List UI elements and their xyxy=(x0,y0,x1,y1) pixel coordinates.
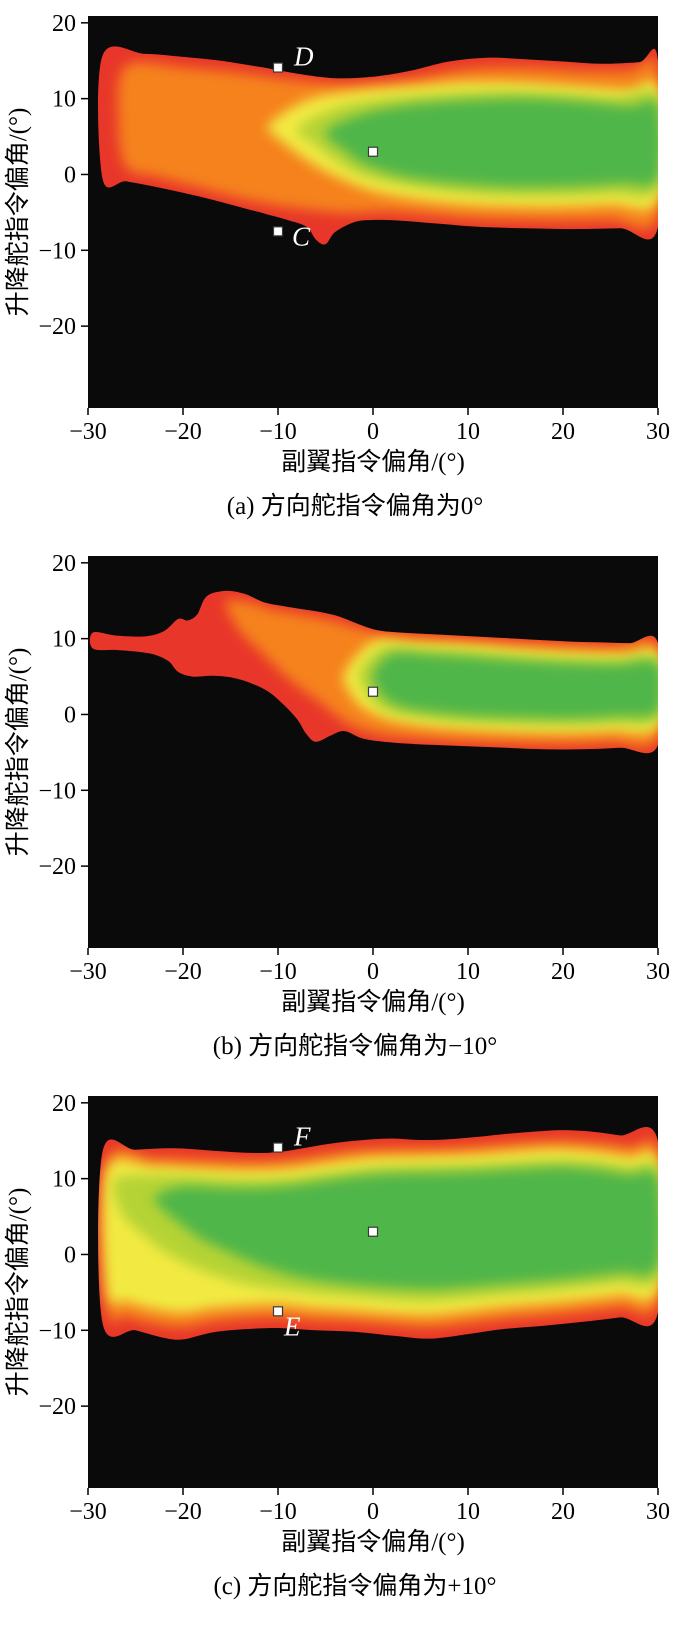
y-tick-label: −20 xyxy=(38,854,76,880)
region-green xyxy=(371,652,658,719)
data-marker xyxy=(367,146,379,157)
y-tick-label: 10 xyxy=(52,87,76,113)
x-axis-label: 副翼指令偏角/(°) xyxy=(281,448,465,476)
plot-c: FE−30 −20 −10 0 10 20 30−20−1001020副翼指令偏角/(°)升… xyxy=(4,1091,670,1556)
x-tick-label: −20 xyxy=(164,959,202,985)
data-marker xyxy=(272,1306,284,1317)
region-green xyxy=(325,98,658,188)
panel-b: −30 −20 −10 0 10 20 30 −20 −10 0 10 20 副翼指令偏角/(°) 升降舵… xyxy=(0,548,700,1062)
region-green xyxy=(153,1167,658,1290)
y-axis-label: 升降舵指令偏角/(°) xyxy=(4,648,32,857)
marker-label: E xyxy=(283,1311,301,1341)
markers-a: DC xyxy=(272,42,379,251)
marker-label: F xyxy=(293,1122,311,1152)
y-tick-label: 20 xyxy=(52,551,76,577)
x-tick-label: 20 xyxy=(551,419,575,445)
y-tick-label: −10 xyxy=(38,778,76,804)
panel-a: D C −30 −20 −10 0 10 20 30 −20 −10 0 10 20 副翼指令偏角/(°) 升… xyxy=(0,8,700,522)
data-marker xyxy=(272,226,284,237)
x-tick-label: 30 xyxy=(646,959,670,985)
x-tick-label: 0 xyxy=(367,419,379,445)
y-tick-label: 10 xyxy=(52,1167,76,1193)
x-tick-label: 20 xyxy=(551,959,575,985)
plot-area-b xyxy=(88,556,658,948)
data-marker xyxy=(272,1142,284,1153)
x-tick-label: −10 xyxy=(259,419,297,445)
y-tick-label: 10 xyxy=(52,627,76,653)
axes-b: −30 −20 −10 0 10 20 30 −20 −10 0 10 20 副翼指令偏角/(°) 升降舵… xyxy=(4,551,670,1016)
x-tick-label: −10 xyxy=(259,959,297,985)
y-tick-label: 0 xyxy=(64,702,76,728)
x-tick-label: 30 xyxy=(646,1499,670,1525)
figure-stack: D C −30 −20 −10 0 10 20 30 −20 −10 0 10 20 副翼指令偏角/(°) 升… xyxy=(0,8,700,1602)
plot-area-a xyxy=(88,16,658,408)
x-axis-label: 副翼指令偏角/(°) xyxy=(281,1528,465,1556)
y-tick-label: 20 xyxy=(52,11,76,37)
x-tick-label: −30 xyxy=(69,1499,107,1525)
x-tick-label: −20 xyxy=(164,419,202,445)
y-tick-label: −20 xyxy=(38,314,76,340)
plot-background xyxy=(88,556,658,948)
x-tick-label: 0 xyxy=(367,1499,379,1525)
panel-c: F E −30 −20 −10 0 10 20 30 −20 −10 0 10 20 副翼指令偏角/(°) 升… xyxy=(0,1088,700,1602)
caption-c: (c) 方向舵指令偏角为+10° xyxy=(213,1573,497,1600)
y-tick-label: −20 xyxy=(38,1394,76,1420)
x-tick-label: 10 xyxy=(456,1499,480,1525)
y-tick-label: −10 xyxy=(38,238,76,264)
x-tick-label: −20 xyxy=(164,1499,202,1525)
data-marker xyxy=(272,62,284,73)
caption-a: (a) 方向舵指令偏角为0° xyxy=(226,493,484,520)
marker-label: C xyxy=(292,221,311,251)
data-marker xyxy=(367,1226,379,1237)
y-tick-label: 0 xyxy=(64,162,76,188)
x-tick-label: 10 xyxy=(456,419,480,445)
plot-b: −30 −20 −10 0 10 20 30 −20 −10 0 10 20 副翼指令偏角/(°) 升降舵… xyxy=(4,551,670,1016)
plot-area-c xyxy=(88,1096,658,1488)
y-tick-label: −10 xyxy=(38,1318,76,1344)
x-tick-label: −30 xyxy=(69,419,107,445)
y-axis-label: 升降舵指令偏角/(°) xyxy=(4,1188,32,1397)
y-tick-label: 0 xyxy=(64,1242,76,1268)
axes-a: −30 −20 −10 0 10 20 30 −20 −10 0 10 20 副翼指令偏角/(°) 升降舵… xyxy=(4,11,670,476)
axes-c: −30 −20 −10 0 10 20 30 −20 −10 0 10 20 副翼指令偏角/(°) 升降舵… xyxy=(4,1091,670,1556)
x-tick-label: −30 xyxy=(69,959,107,985)
x-tick-label: 0 xyxy=(367,959,379,985)
marker-label: D xyxy=(293,42,314,72)
x-axis-label: 副翼指令偏角/(°) xyxy=(281,988,465,1016)
y-axis-label: 升降舵指令偏角/(°) xyxy=(4,108,32,317)
x-tick-label: 10 xyxy=(456,959,480,985)
data-marker xyxy=(367,686,379,697)
x-tick-label: 20 xyxy=(551,1499,575,1525)
x-tick-label: 30 xyxy=(646,419,670,445)
markers-b xyxy=(367,686,379,697)
x-tick-label: −10 xyxy=(259,1499,297,1525)
y-tick-label: 20 xyxy=(52,1091,76,1117)
plot-a: DC−30 −20 −10 0 10 20 30−20−1001020副翼指令偏角/(°)升… xyxy=(4,11,670,476)
markers-c: FE xyxy=(272,1122,379,1341)
caption-b: (b) 方向舵指令偏角为−10° xyxy=(212,1033,498,1060)
